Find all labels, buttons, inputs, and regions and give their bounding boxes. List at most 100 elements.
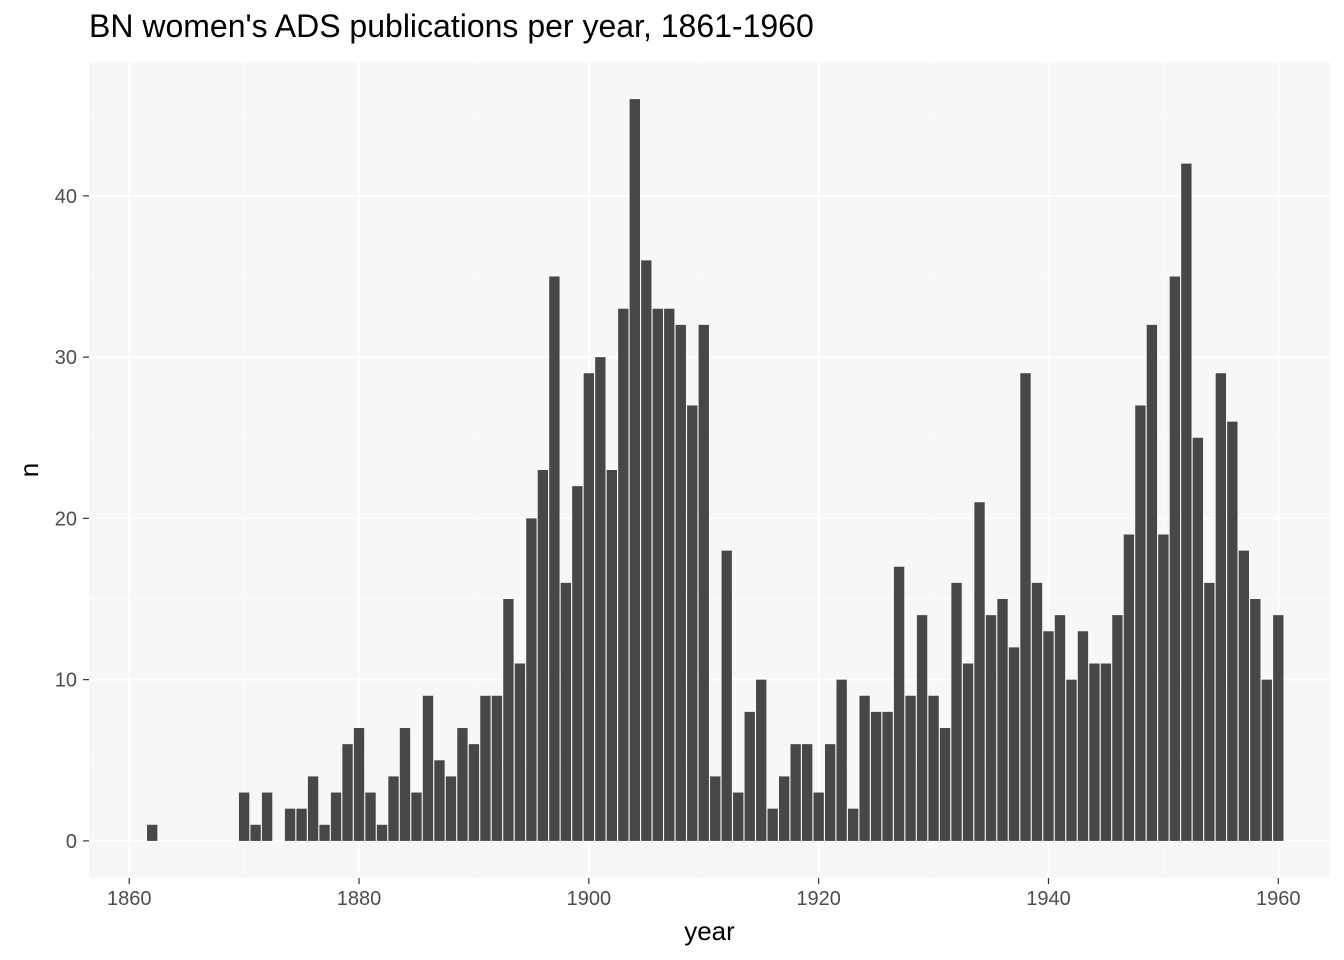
- bar-1926: [882, 711, 893, 841]
- bar-1959: [1261, 679, 1272, 841]
- bar-1878: [330, 792, 342, 841]
- chart-title: BN women's ADS publications per year, 18…: [89, 8, 814, 44]
- bar-1932: [951, 582, 962, 841]
- y-axis: 0 10 20 30 40: [55, 186, 89, 853]
- bar-1925: [870, 711, 882, 841]
- y-tick-label: 20: [55, 508, 77, 530]
- bar-1923: [847, 808, 859, 841]
- bar-1950: [1158, 534, 1169, 841]
- bar-1955: [1215, 373, 1227, 841]
- bar-1894: [514, 663, 526, 841]
- bar-1956: [1227, 421, 1238, 841]
- y-tick-label: 0: [66, 831, 77, 853]
- x-tick-label: 1880: [337, 888, 382, 910]
- bar-1927: [893, 566, 905, 841]
- bar-1884: [399, 728, 411, 841]
- bar-1862: [147, 824, 158, 841]
- x-tick-label: 1940: [1026, 888, 1071, 910]
- bar-1893: [503, 599, 514, 841]
- bar-1934: [974, 502, 985, 841]
- bar-1920: [813, 792, 824, 841]
- bar-1924: [859, 695, 870, 841]
- bar-1891: [480, 695, 491, 841]
- bar-1948: [1135, 405, 1146, 841]
- bar-1958: [1250, 599, 1261, 841]
- x-tick-label: 1860: [107, 888, 152, 910]
- bar-1910: [698, 324, 709, 841]
- bar-1886: [422, 695, 434, 841]
- bar-1911: [710, 776, 721, 841]
- bar-1907: [664, 308, 675, 841]
- bar-1915: [756, 679, 767, 841]
- bar-1898: [560, 582, 572, 841]
- bar-1928: [905, 695, 916, 841]
- bar-1890: [468, 744, 480, 841]
- bar-1931: [939, 728, 951, 841]
- bar-1901: [595, 357, 606, 841]
- bar-1876: [307, 776, 319, 841]
- bar-1892: [491, 695, 503, 841]
- bar-1921: [824, 744, 836, 841]
- bar-1929: [916, 615, 928, 841]
- bar-1949: [1146, 324, 1158, 841]
- bar-1917: [779, 776, 790, 841]
- bar-1914: [744, 711, 755, 841]
- bar-1899: [572, 486, 583, 841]
- bar-1937: [1008, 647, 1020, 841]
- bar-1957: [1238, 550, 1249, 841]
- bar-1940: [1043, 631, 1054, 841]
- bar-1953: [1192, 437, 1204, 841]
- bar-1874: [284, 808, 296, 841]
- bar-1904: [629, 99, 640, 841]
- bar-1908: [675, 324, 686, 841]
- bar-1881: [365, 792, 376, 841]
- bar-1913: [733, 792, 744, 841]
- bar-1941: [1054, 615, 1066, 841]
- bar-1939: [1031, 582, 1043, 841]
- bar-1919: [802, 744, 813, 841]
- bar-1882: [376, 824, 388, 841]
- bar-1897: [549, 276, 560, 841]
- bar-1889: [457, 728, 468, 841]
- bar-1912: [721, 550, 732, 841]
- bar-1875: [296, 808, 307, 841]
- bar-1944: [1089, 663, 1100, 841]
- bar-1938: [1020, 373, 1031, 841]
- x-axis-title: year: [684, 916, 735, 946]
- bar-1906: [652, 308, 663, 841]
- x-tick-label: 1900: [567, 888, 612, 910]
- bar-1903: [618, 308, 629, 841]
- bar-1942: [1066, 679, 1077, 841]
- bar-1909: [687, 405, 698, 841]
- bar-1879: [342, 744, 353, 841]
- bar-1952: [1181, 163, 1192, 841]
- bar-1922: [836, 679, 847, 841]
- bar-1946: [1112, 615, 1123, 841]
- bar-1895: [526, 518, 537, 841]
- y-tick-label: 10: [55, 670, 77, 692]
- bar-1905: [641, 260, 652, 841]
- bar-1947: [1123, 534, 1135, 841]
- bar-1871: [250, 824, 261, 841]
- bar-1954: [1204, 582, 1215, 841]
- bar-1930: [928, 695, 939, 841]
- bar-1902: [606, 470, 617, 841]
- bar-1896: [537, 470, 549, 841]
- bar-1887: [434, 760, 445, 841]
- bar-1936: [997, 599, 1008, 841]
- bar-1888: [445, 776, 457, 841]
- bar-1870: [238, 792, 250, 841]
- x-axis: 1860 1880 1900 1920 1940 1960: [107, 878, 1301, 910]
- y-tick-label: 30: [55, 347, 77, 369]
- bar-1933: [962, 663, 974, 841]
- bar-1945: [1100, 663, 1112, 841]
- y-tick-label: 40: [55, 186, 77, 208]
- bar-1885: [411, 792, 422, 841]
- plot-panel: [89, 62, 1330, 878]
- bar-1935: [985, 615, 997, 841]
- bar-1916: [767, 808, 778, 841]
- bar-1883: [388, 776, 399, 841]
- bar-1877: [319, 824, 330, 841]
